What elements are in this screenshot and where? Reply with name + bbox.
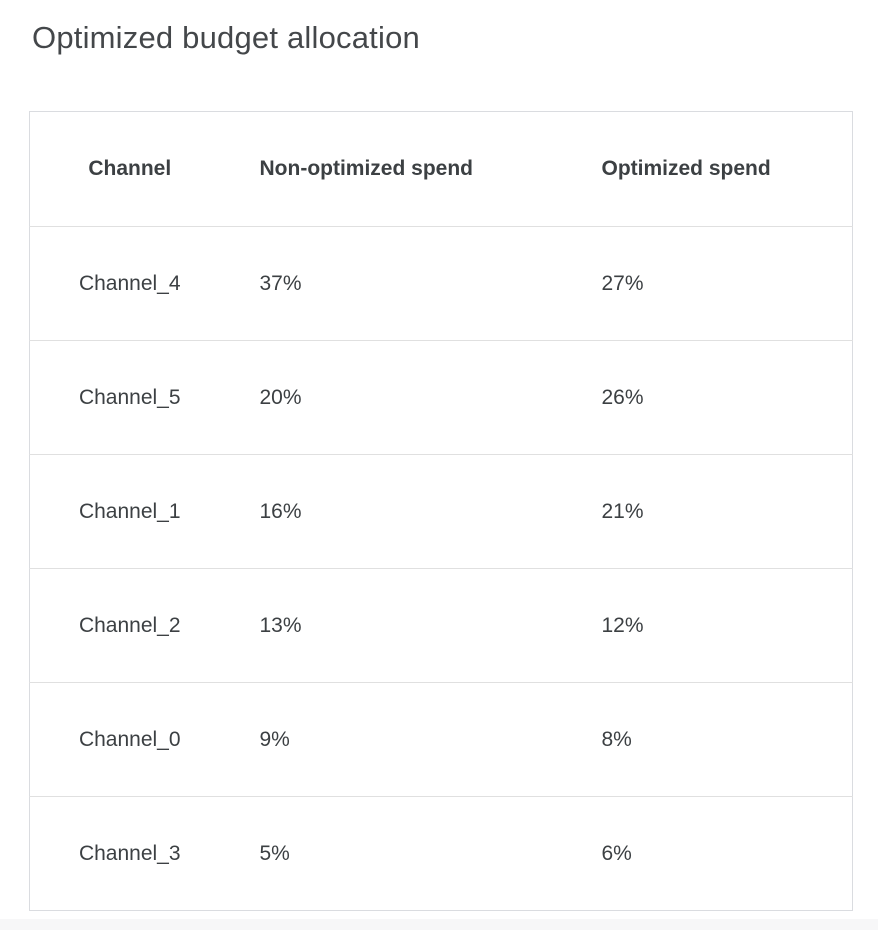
optimized-spend-cell: 21% [571, 454, 853, 569]
channel-cell: Channel_4 [29, 226, 230, 341]
non-optimized-spend-cell: 9% [229, 682, 572, 797]
channel-cell: Channel_2 [29, 568, 230, 683]
budget-allocation-table: Channel Non-optimized spend Optimized sp… [29, 111, 853, 911]
channel-cell: Channel_3 [29, 796, 230, 911]
non-optimized-spend-cell: 16% [229, 454, 572, 569]
table-row: Channel_0 9% 8% [29, 682, 853, 797]
table-row: Channel_5 20% 26% [29, 340, 853, 455]
channel-cell: Channel_5 [29, 340, 230, 455]
column-header-optimized-spend: Optimized spend [601, 157, 771, 180]
page-title: Optimized budget allocation [32, 20, 420, 55]
table-row: Channel_4 37% 27% [29, 226, 853, 341]
optimized-spend-cell: 6% [571, 796, 853, 911]
channel-cell: Channel_1 [29, 454, 230, 569]
channel-cell: Channel_0 [29, 682, 230, 797]
table-row: Channel_3 5% 6% [29, 796, 853, 911]
table-row: Channel_2 13% 12% [29, 568, 853, 683]
table-header-row: Channel Non-optimized spend Optimized sp… [30, 112, 853, 227]
optimized-spend-cell: 12% [571, 568, 853, 683]
table-row: Channel_1 16% 21% [29, 454, 853, 569]
column-header-channel: Channel [88, 157, 172, 180]
optimized-spend-cell: 26% [571, 340, 853, 455]
optimized-spend-cell: 27% [571, 226, 853, 341]
non-optimized-spend-cell: 37% [229, 226, 572, 341]
budget-table-card: Channel Non-optimized spend Optimized sp… [29, 111, 853, 911]
column-header-non-optimized-spend: Non-optimized spend [259, 157, 474, 180]
non-optimized-spend-cell: 13% [229, 568, 572, 683]
non-optimized-spend-cell: 20% [229, 340, 572, 455]
bottom-edge-strip [0, 919, 878, 930]
non-optimized-spend-cell: 5% [229, 796, 572, 911]
optimized-spend-cell: 8% [571, 682, 853, 797]
